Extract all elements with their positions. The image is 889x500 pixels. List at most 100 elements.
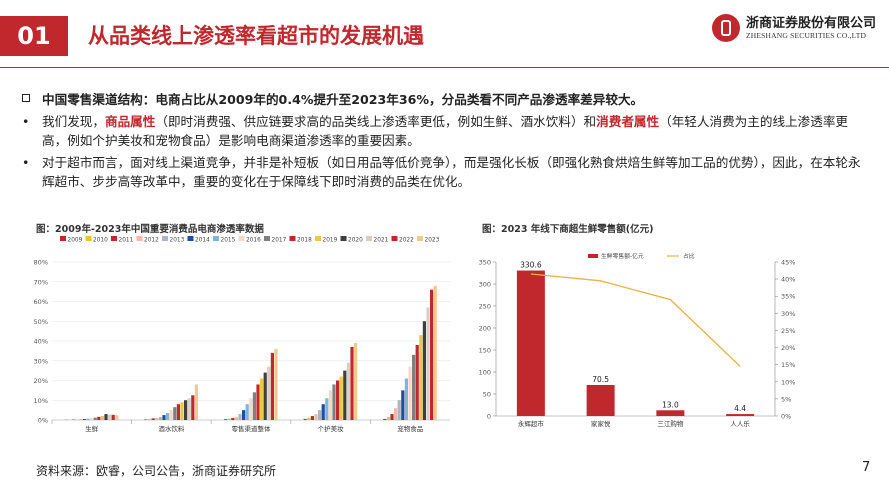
- ecommerce-penetration-chart: 2009 2010 2011 2012 2013 2014 2015 2016 2017 2018…: [34, 236, 450, 433]
- legend-swatch: [162, 236, 168, 241]
- bar: [336, 380, 340, 420]
- bar: [516, 270, 545, 416]
- bar: [158, 417, 162, 420]
- bar: [328, 390, 332, 420]
- bar: [422, 321, 426, 420]
- bar: [191, 395, 195, 420]
- bar: [270, 352, 274, 420]
- page-title: 从品类线上渗透率看超市的发展机遇: [88, 24, 424, 48]
- legend-label: 2010: [93, 238, 108, 244]
- x-tick-label: 零售渠道整体: [232, 424, 272, 433]
- bar: [274, 348, 278, 420]
- legend-swatch: [60, 236, 66, 241]
- left-figure-title: 图：2009年-2023年中国重要消费品电商渗透率数据: [36, 224, 264, 235]
- bar: [176, 404, 180, 420]
- bar: [267, 366, 271, 420]
- legend-swatch: [588, 254, 598, 258]
- bar: [97, 416, 101, 420]
- bar: [419, 335, 423, 420]
- legend-swatch: [315, 236, 321, 241]
- y-tick-label: 350: [479, 259, 491, 267]
- legend-swatch: [340, 236, 347, 241]
- bar: [433, 285, 437, 420]
- brand-logo-icon: [712, 14, 740, 42]
- section-number: 01: [0, 16, 68, 56]
- legend-swatch: [136, 236, 143, 241]
- y-tick-label-right: 5%: [781, 395, 791, 403]
- bar: [321, 404, 325, 420]
- bar: [100, 416, 104, 420]
- bar: [404, 378, 408, 420]
- legend-swatch: [289, 236, 296, 241]
- bar: [79, 419, 83, 420]
- bar: [180, 402, 184, 420]
- bar: [75, 419, 79, 420]
- legend-label: 占比: [683, 252, 695, 260]
- y-tick-label: 10%: [34, 397, 48, 405]
- bar: [93, 417, 97, 420]
- bar: [415, 344, 419, 420]
- legend-swatch: [417, 236, 423, 241]
- bar: [314, 414, 318, 420]
- highlight-product-attribute: 商品属性: [104, 114, 156, 129]
- bar: [401, 390, 405, 420]
- y-tick-label: 70%: [34, 278, 48, 286]
- legend-label: 2021: [374, 238, 389, 244]
- y-tick-label: 0%: [38, 417, 48, 425]
- bar: [332, 384, 336, 420]
- y-tick-label: 300: [479, 281, 491, 289]
- bar: [383, 419, 387, 420]
- bullet-3: • 对于超市而言，面对线上渠道竞争，并非是补短板（如日用品等低价竞争），而是强化…: [20, 153, 870, 191]
- bar: [151, 418, 155, 420]
- legend-label: 生鲜零售额-亿元: [601, 252, 644, 260]
- legend-label: 2020: [348, 238, 363, 244]
- y-tick-label: 80%: [34, 259, 48, 267]
- bar: [231, 418, 235, 420]
- bar: [252, 392, 256, 420]
- y-tick-label-right: 30%: [781, 310, 795, 318]
- bar-data-label: 13.0: [662, 400, 679, 409]
- bullet-2: • 我们发现，商品属性（即时消费强、供应链要求高的品类线上渗透率更低，例如生鲜、…: [20, 112, 870, 150]
- bar: [194, 384, 198, 420]
- legend-label: 2012: [144, 238, 159, 244]
- bar: [339, 376, 343, 420]
- legend-swatch: [366, 236, 372, 241]
- bar: [390, 414, 394, 420]
- bar: [227, 418, 231, 420]
- legend-label: 2009: [68, 238, 83, 244]
- legend-swatch: [111, 236, 117, 241]
- y-tick-label-right: 10%: [781, 378, 795, 386]
- bar: [169, 410, 173, 420]
- fresh-sales-chart: 生鲜零售额-亿元 占比 0 50 100 150 200 250 300 350 0% 5% 10% 15…: [479, 252, 796, 428]
- x-tick-label: 宠物食品: [397, 424, 423, 433]
- y-tick-label: 30%: [34, 357, 48, 365]
- legend-label: 2022: [399, 238, 414, 244]
- bar: [350, 346, 354, 420]
- bar: [310, 416, 314, 420]
- y-tick-label-right: 25%: [781, 327, 795, 335]
- bar: [586, 384, 615, 416]
- bullet-2-part1: 我们发现，: [42, 114, 105, 129]
- bar: [155, 418, 159, 420]
- legend-swatch: [85, 236, 92, 241]
- dot-bullet-icon: •: [22, 155, 30, 170]
- bar: [397, 400, 401, 420]
- y-tick-label-right: 20%: [781, 344, 795, 352]
- x-tick-label: 生鲜: [85, 424, 99, 433]
- bullet-2-part2: （即时消费强、供应链要求高的品类线上渗透率更低，例如生鲜、酒水饮料）和: [155, 114, 597, 129]
- bullet-1-text: 中国零售渠道结构：电商占比从2009年的0.4%提升至2023年36%，分品类看…: [42, 92, 644, 107]
- legend-label: 2013: [170, 238, 185, 244]
- bar: [656, 410, 685, 416]
- bar: [256, 384, 260, 420]
- y-tick-label: 20%: [34, 377, 48, 385]
- bar: [307, 418, 311, 420]
- bar: [426, 307, 430, 420]
- title-divider: [0, 67, 889, 68]
- y-tick-label: 0: [487, 413, 491, 421]
- bar: [86, 418, 90, 420]
- bar: [412, 354, 416, 420]
- bar: [166, 413, 170, 420]
- legend-label: 2015: [221, 238, 236, 244]
- bar: [90, 418, 94, 420]
- bar: [238, 414, 242, 420]
